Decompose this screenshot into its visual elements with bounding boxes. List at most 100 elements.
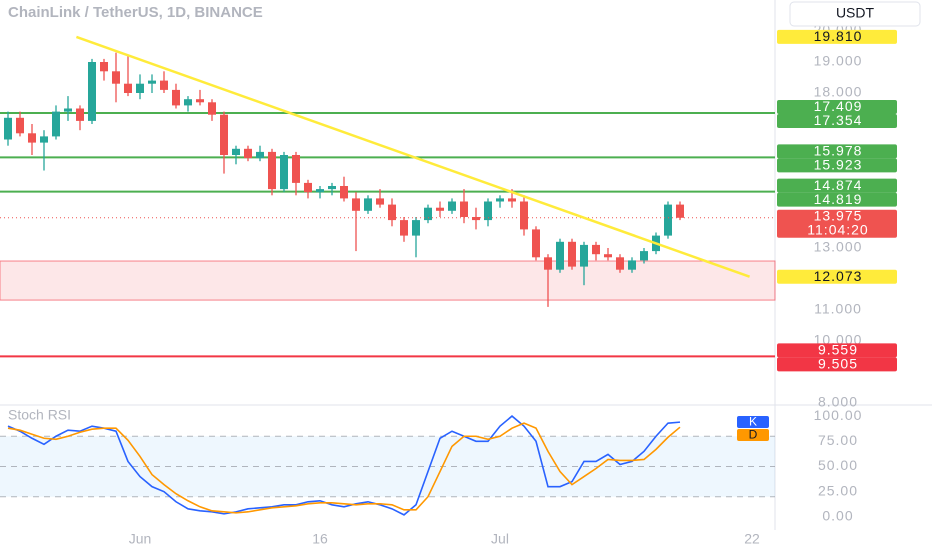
countdown-label: 11:04:20 [807,221,868,237]
legend-label: D [749,428,758,442]
candle-body [328,186,336,190]
candle-body [112,71,120,84]
current-price-box [777,209,897,238]
y-tick-label: 100.00 [814,407,863,423]
level-label-box [777,100,897,115]
chart-title: ChainLink / TetherUS, 1D, BINANCE [8,4,263,21]
legend-box [737,429,769,441]
level-label: 9.505 [818,356,858,372]
candle-body [580,244,588,267]
x-tick-label: Jul [491,531,509,547]
candle-body [124,83,132,93]
x-tick-label: 22 [744,531,760,547]
candle-body [520,201,528,230]
candle-body [64,108,72,112]
candle-body [16,117,24,134]
candle-body [436,207,444,211]
candle-body [256,151,264,159]
candle-body [376,198,384,205]
level-label-box [777,114,897,129]
y-tick-label: 50.00 [818,457,858,473]
candle-body [292,155,300,183]
indicator-line [7,415,681,516]
candle-body [460,201,468,217]
support-zone [0,260,776,301]
candle-body [568,241,576,267]
stoch-pane: 0.00 25.00 50.00 75.00 100.00 KD Stoch RSI [0,407,863,524]
currency-label: USDT [836,5,875,21]
candle-body [544,257,552,270]
candle-body [148,80,156,84]
candle-body [400,220,408,236]
candle-body [88,62,96,121]
candle-body [184,99,192,106]
candle-body [412,220,420,236]
candle-body [592,244,600,255]
currency-button [789,1,921,27]
y-tick-label: 0.00 [822,508,853,524]
candle-body [316,189,324,193]
x-tick-label: Jun [129,531,152,547]
candle-body [136,83,144,93]
candle-body [616,257,624,270]
candle-body [160,80,168,90]
candle-body [640,251,648,261]
candle-body [472,217,480,221]
y-tick-label: 75.00 [818,432,858,448]
x-tick-label: 16 [312,531,328,547]
y-tick-label: 18.000 [814,84,863,100]
candle-body [220,114,228,155]
current-price-label: 13.975 [814,207,863,223]
level-label-box [777,158,897,173]
candle-body [208,102,216,115]
level-label-box [777,343,897,358]
y-tick-label: 11.000 [814,301,862,317]
level-label-box [777,178,897,193]
candle-body [52,111,60,137]
candle-body [388,204,396,221]
indicator-line [7,422,681,514]
candle-body [664,204,672,236]
candle-body [28,133,36,143]
level-label: 17.354 [814,112,863,128]
level-label-box [777,144,897,159]
candle-body [280,155,288,190]
legend-box [737,416,769,428]
candle-body [424,207,432,221]
candle-body [508,198,516,202]
candle-body [40,136,48,143]
candle-body [484,201,492,221]
candle-body [532,229,540,258]
trendline-label: 19.810 [814,28,863,44]
candle-body [364,198,372,211]
candle-body [676,204,684,218]
candle-body [304,182,312,193]
candle-body [604,254,612,258]
y-tick-label: 19.000 [814,53,863,69]
level-label: 17.409 [814,98,863,114]
trendline [75,35,751,278]
main-pane: 8.00010.00011.00013.00017.00018.00019.00… [0,1,921,410]
candle-body [100,62,108,72]
level-label: 14.819 [814,191,863,207]
candle-body [76,108,84,121]
indicator-title: Stoch RSI [8,407,71,423]
candle-body [172,89,180,106]
trendline-label-box [777,29,897,44]
legend-label: K [749,415,757,429]
y-tick-label: 25.00 [818,482,858,498]
y-tick-label: 13.000 [814,239,863,255]
level-label: 9.559 [818,342,858,358]
trendline-label: 12.073 [814,268,863,284]
trendline-label-box [777,269,897,284]
y-tick-label: 8.000 [818,394,858,410]
candle-body [496,198,504,202]
candle-body [628,260,636,270]
candle-body [340,186,348,199]
level-label: 15.978 [814,143,863,159]
level-label-box [777,357,897,372]
candle-body [232,148,240,155]
candle-body [448,201,456,211]
